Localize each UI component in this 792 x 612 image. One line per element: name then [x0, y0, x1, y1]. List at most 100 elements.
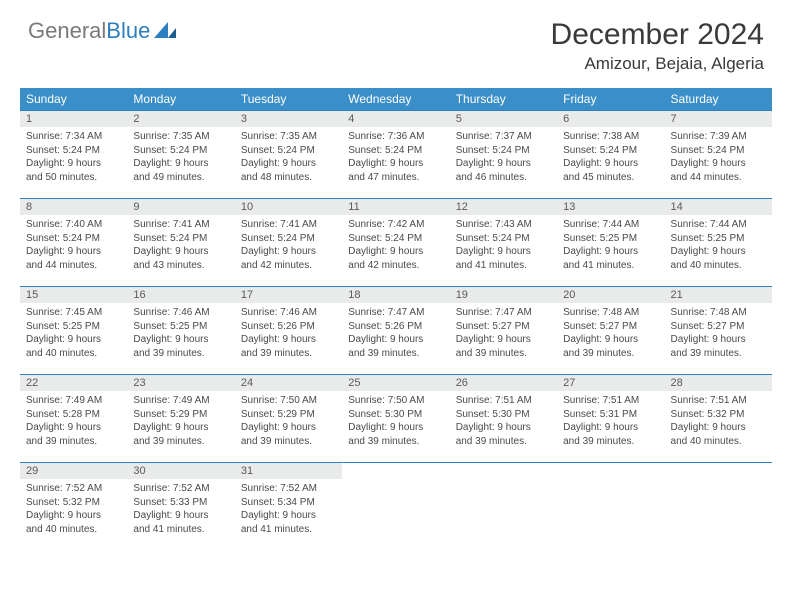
calendar-day-cell: 15Sunrise: 7:45 AMSunset: 5:25 PMDayligh… — [20, 287, 127, 375]
calendar-week-row: 22Sunrise: 7:49 AMSunset: 5:28 PMDayligh… — [20, 375, 772, 463]
day-body: Sunrise: 7:41 AMSunset: 5:24 PMDaylight:… — [127, 215, 234, 276]
day-line-sr: Sunrise: 7:48 AM — [671, 306, 766, 320]
day-number: 8 — [20, 199, 127, 215]
day-line-d2: and 39 minutes. — [241, 435, 336, 449]
calendar-day-cell: 14Sunrise: 7:44 AMSunset: 5:25 PMDayligh… — [665, 199, 772, 287]
day-number: 26 — [450, 375, 557, 391]
day-line-ss: Sunset: 5:33 PM — [133, 496, 228, 510]
day-line-ss: Sunset: 5:24 PM — [241, 232, 336, 246]
day-line-d1: Daylight: 9 hours — [241, 333, 336, 347]
day-body: Sunrise: 7:49 AMSunset: 5:29 PMDaylight:… — [127, 391, 234, 452]
day-line-d1: Daylight: 9 hours — [26, 157, 121, 171]
weekday-header: Monday — [127, 88, 234, 111]
day-line-d2: and 41 minutes. — [133, 523, 228, 537]
day-line-sr: Sunrise: 7:36 AM — [348, 130, 443, 144]
day-number: 21 — [665, 287, 772, 303]
day-line-ss: Sunset: 5:26 PM — [241, 320, 336, 334]
calendar-day-cell: 3Sunrise: 7:35 AMSunset: 5:24 PMDaylight… — [235, 111, 342, 199]
day-number: 7 — [665, 111, 772, 127]
calendar-day-cell: 19Sunrise: 7:47 AMSunset: 5:27 PMDayligh… — [450, 287, 557, 375]
day-line-d2: and 40 minutes. — [671, 259, 766, 273]
day-line-ss: Sunset: 5:34 PM — [241, 496, 336, 510]
day-line-ss: Sunset: 5:30 PM — [348, 408, 443, 422]
day-body: Sunrise: 7:42 AMSunset: 5:24 PMDaylight:… — [342, 215, 449, 276]
day-body: Sunrise: 7:50 AMSunset: 5:30 PMDaylight:… — [342, 391, 449, 452]
day-line-ss: Sunset: 5:29 PM — [241, 408, 336, 422]
day-line-d1: Daylight: 9 hours — [671, 245, 766, 259]
day-line-d1: Daylight: 9 hours — [671, 421, 766, 435]
day-line-d1: Daylight: 9 hours — [456, 245, 551, 259]
calendar-day-cell: 7Sunrise: 7:39 AMSunset: 5:24 PMDaylight… — [665, 111, 772, 199]
day-line-sr: Sunrise: 7:52 AM — [26, 482, 121, 496]
day-line-sr: Sunrise: 7:49 AM — [26, 394, 121, 408]
day-line-sr: Sunrise: 7:46 AM — [133, 306, 228, 320]
day-line-sr: Sunrise: 7:41 AM — [241, 218, 336, 232]
day-line-d1: Daylight: 9 hours — [133, 421, 228, 435]
day-line-sr: Sunrise: 7:44 AM — [563, 218, 658, 232]
day-line-sr: Sunrise: 7:38 AM — [563, 130, 658, 144]
day-body: Sunrise: 7:34 AMSunset: 5:24 PMDaylight:… — [20, 127, 127, 188]
calendar-day-cell: 18Sunrise: 7:47 AMSunset: 5:26 PMDayligh… — [342, 287, 449, 375]
calendar-body: 1Sunrise: 7:34 AMSunset: 5:24 PMDaylight… — [20, 111, 772, 551]
day-line-d1: Daylight: 9 hours — [241, 157, 336, 171]
day-number: 17 — [235, 287, 342, 303]
day-line-ss: Sunset: 5:27 PM — [563, 320, 658, 334]
day-body: Sunrise: 7:52 AMSunset: 5:32 PMDaylight:… — [20, 479, 127, 540]
calendar-day-cell: 20Sunrise: 7:48 AMSunset: 5:27 PMDayligh… — [557, 287, 664, 375]
day-line-d1: Daylight: 9 hours — [456, 421, 551, 435]
day-number: 20 — [557, 287, 664, 303]
calendar-day-cell: 21Sunrise: 7:48 AMSunset: 5:27 PMDayligh… — [665, 287, 772, 375]
day-line-d1: Daylight: 9 hours — [26, 421, 121, 435]
day-number: 10 — [235, 199, 342, 215]
day-line-ss: Sunset: 5:24 PM — [348, 144, 443, 158]
day-line-d2: and 44 minutes. — [671, 171, 766, 185]
day-body: Sunrise: 7:39 AMSunset: 5:24 PMDaylight:… — [665, 127, 772, 188]
day-line-sr: Sunrise: 7:52 AM — [133, 482, 228, 496]
day-body: Sunrise: 7:38 AMSunset: 5:24 PMDaylight:… — [557, 127, 664, 188]
day-line-d2: and 41 minutes. — [456, 259, 551, 273]
logo-text-1: General — [28, 18, 106, 44]
day-line-d2: and 39 minutes. — [563, 435, 658, 449]
calendar-day-cell: 22Sunrise: 7:49 AMSunset: 5:28 PMDayligh… — [20, 375, 127, 463]
logo: GeneralBlue — [28, 18, 176, 44]
day-body: Sunrise: 7:51 AMSunset: 5:30 PMDaylight:… — [450, 391, 557, 452]
day-line-d2: and 43 minutes. — [133, 259, 228, 273]
day-line-sr: Sunrise: 7:43 AM — [456, 218, 551, 232]
calendar-week-row: 29Sunrise: 7:52 AMSunset: 5:32 PMDayligh… — [20, 463, 772, 551]
day-line-ss: Sunset: 5:32 PM — [671, 408, 766, 422]
day-line-ss: Sunset: 5:32 PM — [26, 496, 121, 510]
calendar-day-cell: 29Sunrise: 7:52 AMSunset: 5:32 PMDayligh… — [20, 463, 127, 551]
weekday-header: Sunday — [20, 88, 127, 111]
calendar-day-cell: 23Sunrise: 7:49 AMSunset: 5:29 PMDayligh… — [127, 375, 234, 463]
day-line-sr: Sunrise: 7:41 AM — [133, 218, 228, 232]
day-line-sr: Sunrise: 7:37 AM — [456, 130, 551, 144]
day-line-d1: Daylight: 9 hours — [671, 333, 766, 347]
calendar-day-cell: 16Sunrise: 7:46 AMSunset: 5:25 PMDayligh… — [127, 287, 234, 375]
day-line-d2: and 39 minutes. — [241, 347, 336, 361]
calendar-day-cell: 13Sunrise: 7:44 AMSunset: 5:25 PMDayligh… — [557, 199, 664, 287]
day-line-d1: Daylight: 9 hours — [26, 245, 121, 259]
day-line-sr: Sunrise: 7:42 AM — [348, 218, 443, 232]
day-number: 3 — [235, 111, 342, 127]
day-line-ss: Sunset: 5:25 PM — [671, 232, 766, 246]
day-number: 15 — [20, 287, 127, 303]
day-line-ss: Sunset: 5:25 PM — [26, 320, 121, 334]
calendar-day-cell: 30Sunrise: 7:52 AMSunset: 5:33 PMDayligh… — [127, 463, 234, 551]
day-line-d1: Daylight: 9 hours — [241, 245, 336, 259]
day-line-d2: and 39 minutes. — [456, 435, 551, 449]
day-body: Sunrise: 7:48 AMSunset: 5:27 PMDaylight:… — [665, 303, 772, 364]
calendar-day-cell: 5Sunrise: 7:37 AMSunset: 5:24 PMDaylight… — [450, 111, 557, 199]
day-line-d2: and 39 minutes. — [133, 347, 228, 361]
day-line-d1: Daylight: 9 hours — [26, 333, 121, 347]
calendar-head: SundayMondayTuesdayWednesdayThursdayFrid… — [20, 88, 772, 111]
calendar-day-cell — [450, 463, 557, 551]
day-line-ss: Sunset: 5:25 PM — [563, 232, 658, 246]
weekday-header: Friday — [557, 88, 664, 111]
day-line-sr: Sunrise: 7:49 AM — [133, 394, 228, 408]
weekday-header-row: SundayMondayTuesdayWednesdayThursdayFrid… — [20, 88, 772, 111]
day-line-sr: Sunrise: 7:39 AM — [671, 130, 766, 144]
day-line-sr: Sunrise: 7:50 AM — [241, 394, 336, 408]
triangle-icon — [154, 18, 176, 44]
calendar-day-cell: 4Sunrise: 7:36 AMSunset: 5:24 PMDaylight… — [342, 111, 449, 199]
day-line-ss: Sunset: 5:24 PM — [671, 144, 766, 158]
